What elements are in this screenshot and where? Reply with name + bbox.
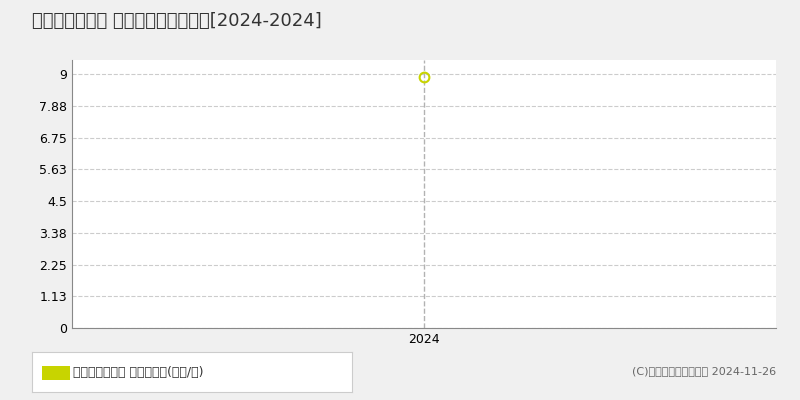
Text: (C)土地価格ドットコム 2024-11-26: (C)土地価格ドットコム 2024-11-26 [632,366,776,376]
Text: マンション価格 平均嵪単価(万円/嵪): マンション価格 平均嵪単価(万円/嵪) [73,366,203,378]
Text: 富田林市川向町 マンション価格推移[2024-2024]: 富田林市川向町 マンション価格推移[2024-2024] [32,12,322,30]
Bar [42,366,70,380]
